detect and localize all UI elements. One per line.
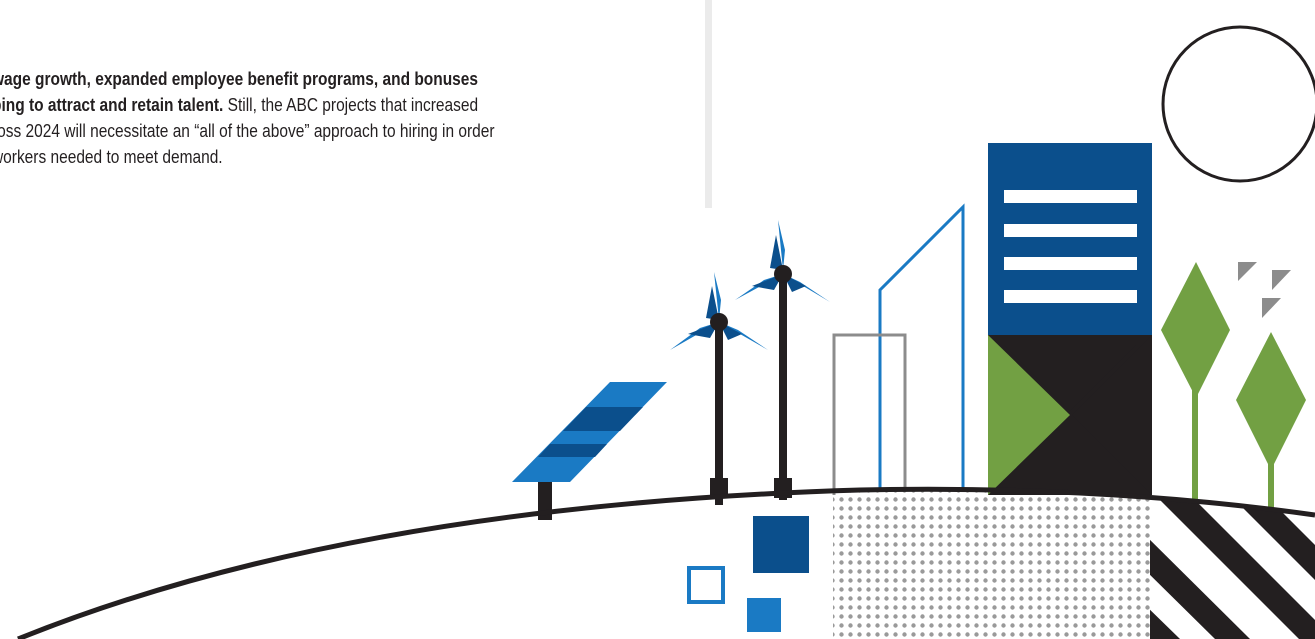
sun-circle xyxy=(1161,25,1315,183)
body-paragraph: wage growth, expanded employee benefit p… xyxy=(0,66,594,170)
bird-shape-1 xyxy=(1238,262,1257,281)
wind-turbine-left xyxy=(670,272,768,505)
hill-line xyxy=(17,486,1315,639)
dotted-block xyxy=(833,490,1153,639)
bird-shape-3 xyxy=(1262,298,1281,318)
outlined-blue-square xyxy=(687,566,725,604)
tree-short xyxy=(1236,332,1306,510)
paragraph-line-4: workers needed to meet demand. xyxy=(0,147,223,167)
column-divider xyxy=(705,0,712,208)
tower-building xyxy=(988,143,1152,495)
solar-panel xyxy=(512,382,667,520)
tree-tall xyxy=(1161,262,1230,500)
striped-block xyxy=(1150,495,1315,639)
paragraph-line-3: ross 2024 will necessitate an “all of th… xyxy=(0,121,495,141)
paragraph-line-2: ping to attract and retain talent. Still… xyxy=(0,95,479,115)
light-blue-square xyxy=(747,598,781,632)
dark-blue-square xyxy=(753,516,809,573)
gray-outline-building xyxy=(832,333,907,495)
wind-turbine-right xyxy=(735,220,830,500)
paragraph-line-1: wage growth, expanded employee benefit p… xyxy=(0,69,479,89)
blue-outline-building xyxy=(878,203,965,490)
bird-shape-2 xyxy=(1272,270,1291,290)
